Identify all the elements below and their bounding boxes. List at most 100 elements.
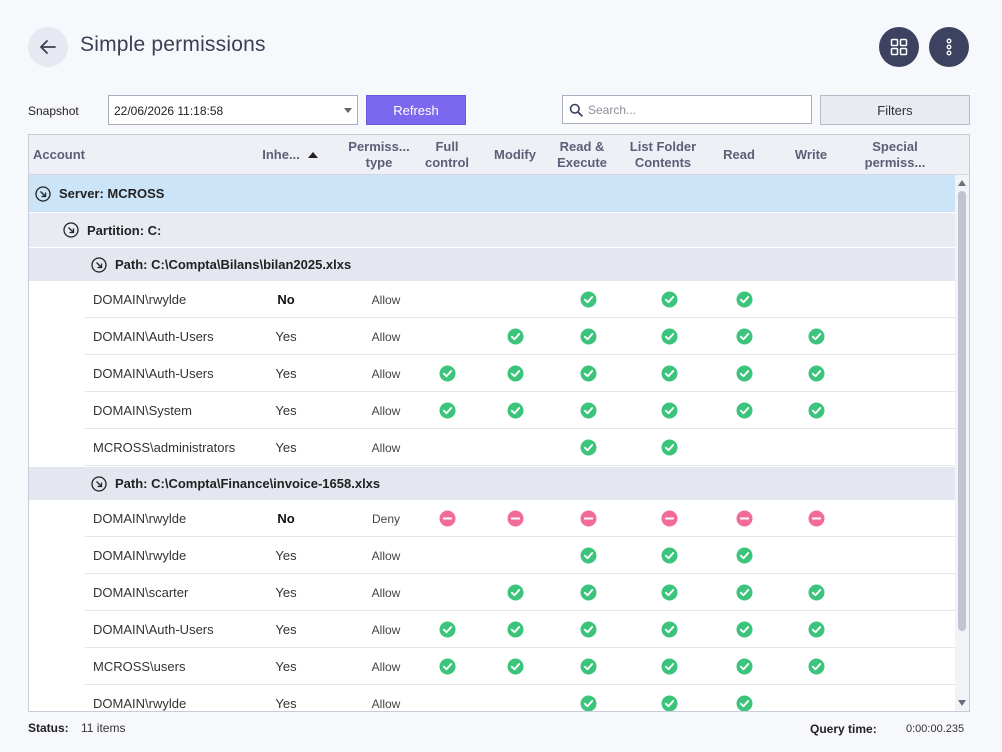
table-row[interactable]: MCROSS\users Yes Allow xyxy=(29,648,955,685)
group-row-server[interactable]: Server: MCROSS xyxy=(29,175,955,212)
read-execute-cell xyxy=(549,574,627,611)
check-circle-icon xyxy=(507,365,524,382)
column-header-inherited[interactable]: Inhe... xyxy=(245,135,335,175)
account-cell: DOMAIN\Auth-Users xyxy=(93,622,214,637)
read-execute-cell xyxy=(549,648,627,685)
back-button[interactable] xyxy=(28,27,68,67)
table-row[interactable]: DOMAIN\rwylde Yes Allow xyxy=(29,537,955,574)
check-circle-icon xyxy=(661,365,678,382)
filters-button[interactable]: Filters xyxy=(820,95,970,125)
list-folder-contents-cell xyxy=(629,318,709,355)
column-header-permission-type[interactable]: Permiss... type xyxy=(348,139,410,170)
check-circle-icon xyxy=(507,402,524,419)
scroll-thumb[interactable] xyxy=(958,191,966,631)
collapse-arrow-icon[interactable] xyxy=(63,222,79,238)
sort-ascending-icon xyxy=(307,152,318,158)
table-row[interactable]: DOMAIN\rwylde Yes Allow xyxy=(29,685,955,711)
table-row[interactable]: DOMAIN\rwylde No Deny xyxy=(29,500,955,537)
account-cell: DOMAIN\rwylde xyxy=(93,696,187,711)
write-cell xyxy=(781,648,851,685)
snapshot-label: Snapshot xyxy=(28,104,79,118)
inherited-cell: Yes xyxy=(275,329,297,344)
table-row[interactable]: MCROSS\administrators Yes Allow xyxy=(29,429,955,466)
column-header-special-permissions[interactable]: Special permiss... xyxy=(864,139,926,170)
read-execute-cell xyxy=(549,281,627,318)
table-row[interactable]: DOMAIN\System Yes Allow xyxy=(29,392,955,429)
read-execute-cell xyxy=(549,611,627,648)
list-folder-contents-cell xyxy=(629,355,709,392)
column-header-full-control[interactable]: Full control xyxy=(424,139,470,170)
inherited-cell: No xyxy=(277,292,295,307)
check-circle-icon xyxy=(661,658,678,675)
collapse-arrow-icon[interactable] xyxy=(35,185,51,202)
check-circle-icon xyxy=(507,621,524,638)
column-header-read-execute[interactable]: Read & Execute xyxy=(557,139,607,170)
permission-type-cell: Allow xyxy=(371,659,401,674)
check-circle-icon xyxy=(439,365,456,382)
grid-view-button[interactable] xyxy=(879,27,919,67)
column-header-modify[interactable]: Modify xyxy=(494,147,536,162)
check-circle-icon xyxy=(580,658,597,675)
chevron-down-icon xyxy=(344,108,352,113)
check-circle-icon xyxy=(808,658,825,675)
permission-type-cell: Allow xyxy=(371,548,401,563)
column-header-list-folder-contents[interactable]: List Folder Contents xyxy=(629,139,697,170)
status-label: Status: xyxy=(28,721,69,735)
column-header-read[interactable]: Read xyxy=(723,147,755,162)
modify-cell xyxy=(485,355,545,392)
snapshot-dropdown[interactable]: 22/06/2026 11:18:58 xyxy=(108,95,358,125)
check-circle-icon xyxy=(661,584,678,601)
minus-circle-icon xyxy=(580,510,597,527)
group-row-partition[interactable]: Partition: C: xyxy=(29,213,955,247)
check-circle-icon xyxy=(580,584,597,601)
group-row-path[interactable]: Path: C:\Compta\Bilans\bilan2025.xlxs xyxy=(29,248,955,281)
scroll-up-icon[interactable] xyxy=(958,180,966,186)
check-circle-icon xyxy=(736,402,753,419)
check-circle-icon xyxy=(439,658,456,675)
check-circle-icon xyxy=(580,439,597,456)
vertical-scrollbar[interactable] xyxy=(955,175,969,711)
read-cell xyxy=(709,392,779,429)
column-header-write[interactable]: Write xyxy=(794,147,828,162)
list-folder-contents-cell xyxy=(629,574,709,611)
search-box[interactable] xyxy=(562,95,812,124)
check-circle-icon xyxy=(808,621,825,638)
table-row[interactable]: DOMAIN\scarter Yes Allow xyxy=(29,574,955,611)
table-row[interactable]: DOMAIN\Auth-Users Yes Allow xyxy=(29,318,955,355)
account-cell: MCROSS\users xyxy=(93,659,186,674)
check-circle-icon xyxy=(580,695,597,711)
column-header-account[interactable]: Account xyxy=(33,147,85,162)
group-label-path: Path: C:\Compta\Bilans\bilan2025.xlxs xyxy=(115,257,352,272)
modify-cell xyxy=(485,392,545,429)
list-folder-contents-cell xyxy=(629,611,709,648)
table-row[interactable]: DOMAIN\Auth-Users Yes Allow xyxy=(29,355,955,392)
scroll-down-icon[interactable] xyxy=(958,700,966,706)
group-row-path[interactable]: Path: C:\Compta\Finance\invoice-1658.xlx… xyxy=(29,467,955,500)
check-circle-icon xyxy=(808,584,825,601)
collapse-arrow-icon[interactable] xyxy=(91,256,107,273)
collapse-arrow-icon[interactable] xyxy=(91,475,107,492)
snapshot-value: 22/06/2026 11:18:58 xyxy=(114,104,224,118)
row-divider xyxy=(85,391,955,392)
search-input[interactable] xyxy=(588,102,808,117)
inherited-cell: Yes xyxy=(275,548,297,563)
permission-type-cell: Deny xyxy=(371,511,400,526)
row-divider xyxy=(85,317,955,318)
minus-circle-icon xyxy=(661,510,678,527)
permission-type-cell: Allow xyxy=(371,585,401,600)
more-options-button[interactable] xyxy=(929,27,969,67)
minus-circle-icon xyxy=(439,510,456,527)
table-row[interactable]: DOMAIN\Auth-Users Yes Allow xyxy=(29,611,955,648)
check-circle-icon xyxy=(736,328,753,345)
permission-type-cell: Allow xyxy=(371,622,401,637)
check-circle-icon xyxy=(808,328,825,345)
row-divider xyxy=(85,684,955,685)
row-divider xyxy=(85,647,955,648)
full-control-cell xyxy=(417,611,477,648)
grid-icon xyxy=(890,38,908,56)
refresh-button[interactable]: Refresh xyxy=(366,95,466,125)
list-folder-contents-cell xyxy=(629,429,709,466)
check-circle-icon xyxy=(507,328,524,345)
table-row[interactable]: DOMAIN\rwylde No Allow xyxy=(29,281,955,318)
read-cell xyxy=(709,355,779,392)
